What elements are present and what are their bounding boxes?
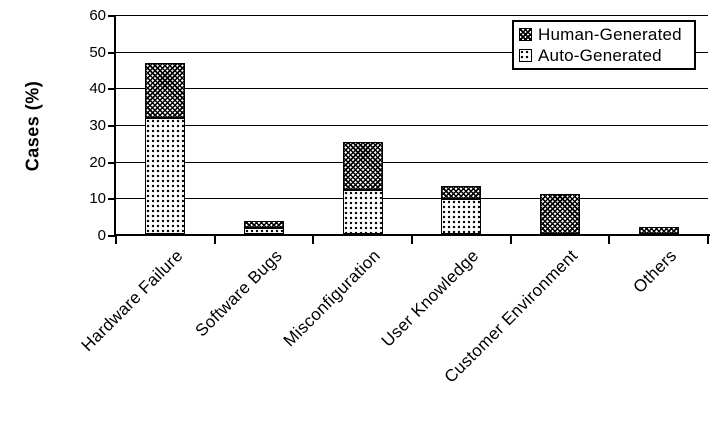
- y-tick-label: 60: [89, 7, 106, 24]
- bar-segment-auto-generated: [441, 199, 481, 234]
- bar-segment-human-generated: [540, 194, 580, 234]
- gridline: [116, 125, 708, 126]
- legend-swatch-human-generated: [519, 28, 532, 41]
- bar-segment-auto-generated: [343, 190, 383, 234]
- y-tick: [108, 162, 116, 164]
- x-category-label: Software Bugs: [191, 246, 286, 341]
- bar-segment-auto-generated: [244, 228, 284, 234]
- x-tick: [312, 236, 314, 244]
- y-tick-label: 20: [89, 154, 106, 171]
- legend-swatch-auto-generated: [519, 49, 532, 62]
- y-tick: [108, 15, 116, 17]
- legend-label: Auto-Generated: [538, 45, 662, 65]
- x-tick: [510, 236, 512, 244]
- x-category-label: Others: [629, 246, 681, 297]
- gridline: [116, 52, 708, 53]
- y-axis-line: [114, 15, 116, 236]
- y-tick: [108, 125, 116, 127]
- y-tick: [108, 52, 116, 54]
- x-category-label: User Knowledge: [378, 246, 483, 351]
- legend-item-human-generated: Human-Generated: [519, 24, 689, 45]
- y-tick: [108, 235, 116, 237]
- y-tick-label: 50: [89, 44, 106, 61]
- x-tick: [115, 236, 117, 244]
- y-tick-label: 10: [89, 190, 106, 207]
- bar-segment-human-generated: [145, 63, 185, 118]
- bar-segment-auto-generated: [145, 118, 185, 234]
- legend-label: Human-Generated: [538, 24, 682, 44]
- bar-segment-human-generated: [639, 227, 679, 234]
- gridline: [116, 198, 708, 199]
- x-category-label: Hardware Failure: [77, 246, 187, 356]
- bar-segment-human-generated: [441, 186, 481, 199]
- gridline: [116, 162, 708, 163]
- bar-segment-human-generated: [244, 221, 284, 228]
- gridline: [116, 15, 708, 16]
- x-tick: [214, 236, 216, 244]
- bar-segment-human-generated: [343, 142, 383, 190]
- gridline: [116, 88, 708, 89]
- x-category-label: Misconfiguration: [279, 246, 385, 351]
- legend-item-auto-generated: Auto-Generated: [519, 45, 689, 66]
- x-axis-line: [114, 234, 710, 236]
- x-tick: [608, 236, 610, 244]
- legend: Human-Generated Auto-Generated: [512, 20, 696, 70]
- y-tick-label: 40: [89, 80, 106, 97]
- y-tick-label: 0: [97, 227, 106, 244]
- y-tick: [108, 198, 116, 200]
- x-tick: [411, 236, 413, 244]
- x-tick: [707, 236, 709, 244]
- y-tick: [108, 88, 116, 90]
- y-tick-label: 30: [89, 117, 106, 134]
